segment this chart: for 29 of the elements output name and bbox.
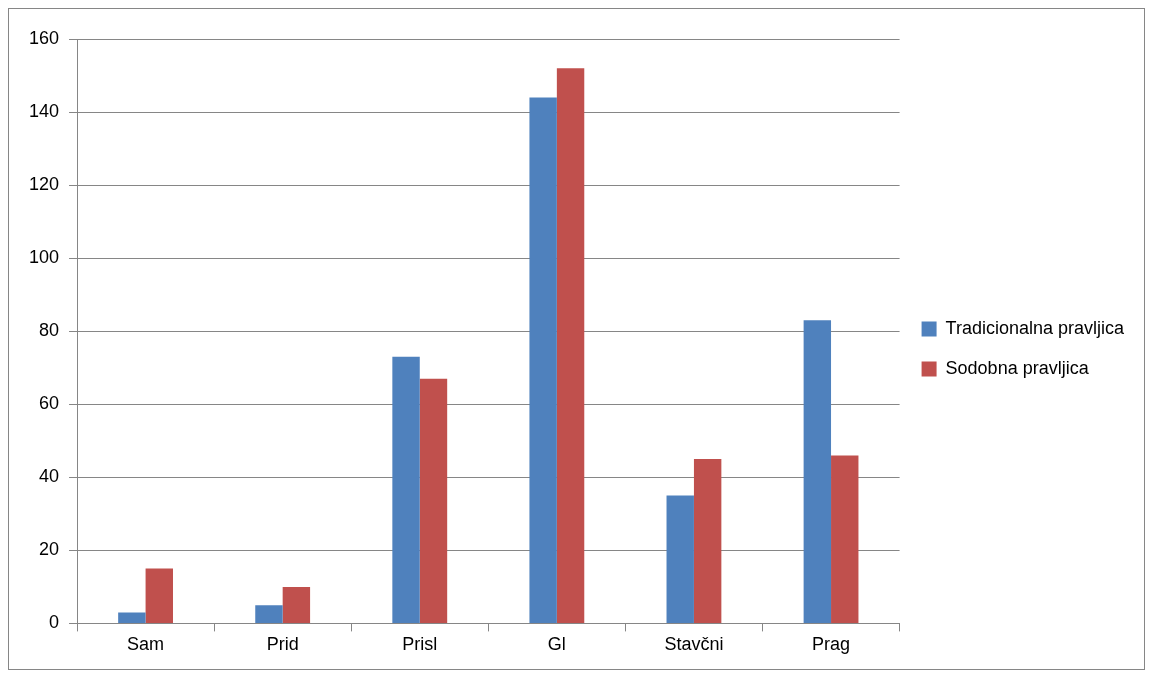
x-tick-label: Sam	[127, 634, 165, 655]
y-tick-label: 140	[28, 101, 60, 122]
bar	[693, 459, 722, 623]
bar	[255, 605, 283, 623]
x-tick-label: Prisl	[402, 634, 438, 655]
x-tick-label: Stavčni	[664, 634, 724, 655]
y-tick-label: 120	[28, 174, 60, 195]
bar	[282, 586, 311, 623]
y-tick-label: 160	[28, 27, 60, 48]
bar	[803, 320, 832, 623]
y-tick-label: 20	[39, 539, 60, 560]
bar	[529, 97, 557, 623]
x-tick-label: Gl	[547, 634, 566, 655]
y-tick-label: 40	[39, 466, 60, 487]
bar	[556, 68, 585, 623]
bar	[118, 612, 146, 623]
bar	[145, 568, 173, 623]
x-tick-label: Prag	[812, 634, 851, 655]
y-tick-label: 80	[39, 320, 60, 341]
bar	[392, 356, 420, 623]
bar	[666, 495, 694, 623]
legend-label: Sodobna pravljica	[945, 357, 1090, 378]
bar	[831, 455, 859, 623]
x-tick-label: Prid	[266, 634, 299, 655]
y-tick-label: 60	[39, 393, 60, 414]
legend-label: Tradicionalna pravljica	[945, 317, 1125, 338]
bar	[419, 378, 448, 623]
y-tick-label: 0	[49, 612, 60, 633]
y-tick-label: 100	[28, 247, 60, 268]
